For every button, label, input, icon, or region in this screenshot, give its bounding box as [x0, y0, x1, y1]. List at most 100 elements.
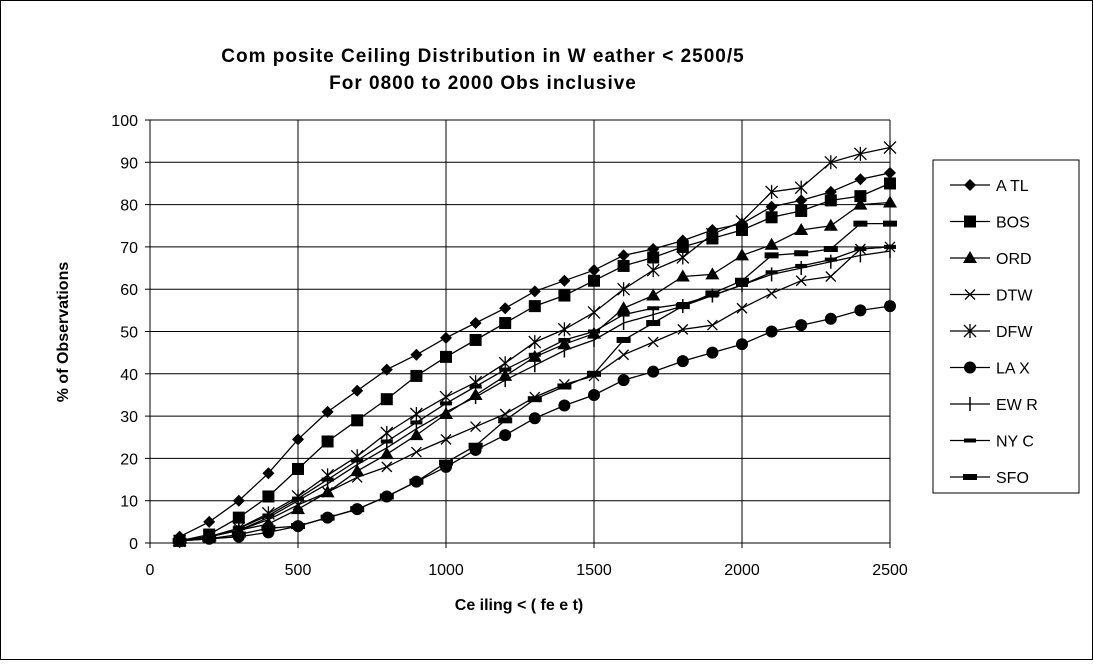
- data-point: [410, 446, 422, 458]
- data-point: [321, 405, 334, 418]
- data-point: [676, 355, 689, 368]
- legend-label: SFO: [996, 470, 1029, 487]
- data-point: [262, 467, 275, 480]
- data-point: [765, 200, 778, 213]
- data-point: [202, 535, 217, 542]
- y-tick-label: 10: [120, 494, 138, 511]
- data-point: [824, 194, 837, 207]
- data-point: [884, 177, 896, 190]
- legend-label: DFW: [996, 324, 1033, 341]
- data-point: [616, 336, 631, 343]
- data-point: [883, 195, 897, 208]
- data-point: [232, 511, 245, 524]
- legend-entry: A TL: [950, 178, 1029, 195]
- data-point: [766, 287, 778, 299]
- legend-marker: [964, 179, 976, 191]
- data-point: [736, 282, 748, 287]
- legend-entry: SFO: [950, 470, 1029, 487]
- legend-label: ORD: [996, 251, 1032, 268]
- legend-marker: [963, 324, 977, 338]
- data-point: [320, 514, 335, 521]
- data-point: [825, 271, 837, 282]
- data-point: [557, 337, 572, 350]
- legend-marker: [964, 438, 976, 443]
- data-point: [617, 259, 630, 272]
- data-point: [499, 429, 512, 442]
- data-point: [853, 220, 868, 227]
- data-point: [499, 302, 512, 315]
- data-point: [884, 166, 896, 179]
- data-point: [558, 399, 571, 412]
- legend-entry: LA X: [950, 361, 1030, 378]
- data-point: [705, 227, 719, 242]
- data-point: [646, 288, 661, 301]
- data-point: [291, 523, 305, 530]
- data-point: [469, 317, 482, 330]
- legend-entry: DTW: [950, 288, 1033, 305]
- data-point: [558, 289, 571, 302]
- data-point: [321, 477, 334, 482]
- legend: A TL BOS ORD DTW DFW LA X EW R NY C SFO: [932, 159, 1080, 494]
- legend-entry: NY C: [950, 434, 1034, 451]
- data-point: [527, 396, 542, 403]
- data-point: [292, 496, 304, 501]
- series: [172, 140, 897, 548]
- data-point: [557, 383, 572, 390]
- data-point: [854, 173, 867, 186]
- data-point: [291, 502, 305, 515]
- x-axis-label: Ce iling < ( fe e t): [455, 597, 583, 614]
- data-point: [440, 401, 452, 406]
- data-point: [795, 275, 807, 287]
- legend-marker: [963, 474, 977, 480]
- data-point: [706, 319, 718, 331]
- data-point: [823, 218, 838, 231]
- data-point: [795, 319, 808, 332]
- data-point: [558, 337, 571, 342]
- data-point: [764, 252, 779, 259]
- data-point: [765, 184, 779, 199]
- y-axis-label: % of Observations: [55, 262, 72, 403]
- data-point: [854, 304, 867, 317]
- legend-entries: A TL BOS ORD DTW DFW LA X EW R NY C SFO: [950, 178, 1038, 487]
- data-point: [410, 348, 423, 361]
- data-point: [381, 461, 393, 473]
- data-point: [705, 267, 720, 280]
- data-point: [736, 338, 748, 351]
- data-point: [410, 369, 423, 382]
- data-point: [232, 494, 245, 507]
- data-point: [884, 300, 896, 313]
- data-point: [409, 406, 423, 421]
- data-point: [588, 329, 600, 334]
- data-point: [854, 247, 867, 252]
- data-point: [528, 285, 541, 298]
- data-point: [351, 384, 364, 397]
- data-point: [499, 317, 512, 330]
- data-point: [735, 248, 749, 261]
- data-point: [705, 290, 720, 297]
- data-point: [499, 367, 512, 372]
- legend-entry: ORD: [950, 251, 1032, 268]
- data-point: [380, 439, 393, 444]
- data-point: [617, 282, 631, 297]
- data-point: [262, 490, 275, 503]
- y-tick-label: 80: [120, 198, 138, 215]
- data-point: [735, 214, 749, 229]
- data-point: [616, 301, 631, 314]
- data-point: [321, 435, 334, 448]
- data-point: [676, 240, 689, 253]
- y-tick-label: 100: [111, 113, 138, 130]
- data-point: [409, 478, 424, 485]
- data-point: [618, 349, 630, 361]
- data-point: [380, 393, 393, 406]
- data-point: [262, 513, 275, 518]
- y-tick-label: 90: [120, 155, 138, 172]
- data-point: [351, 458, 364, 463]
- data-point: [735, 277, 749, 284]
- legend-label: BOS: [996, 215, 1030, 232]
- data-point: [647, 365, 660, 378]
- legend-entry: EW R: [950, 397, 1038, 414]
- legend-marker: [964, 289, 976, 300]
- data-point: [676, 250, 690, 265]
- data-point: [469, 333, 482, 346]
